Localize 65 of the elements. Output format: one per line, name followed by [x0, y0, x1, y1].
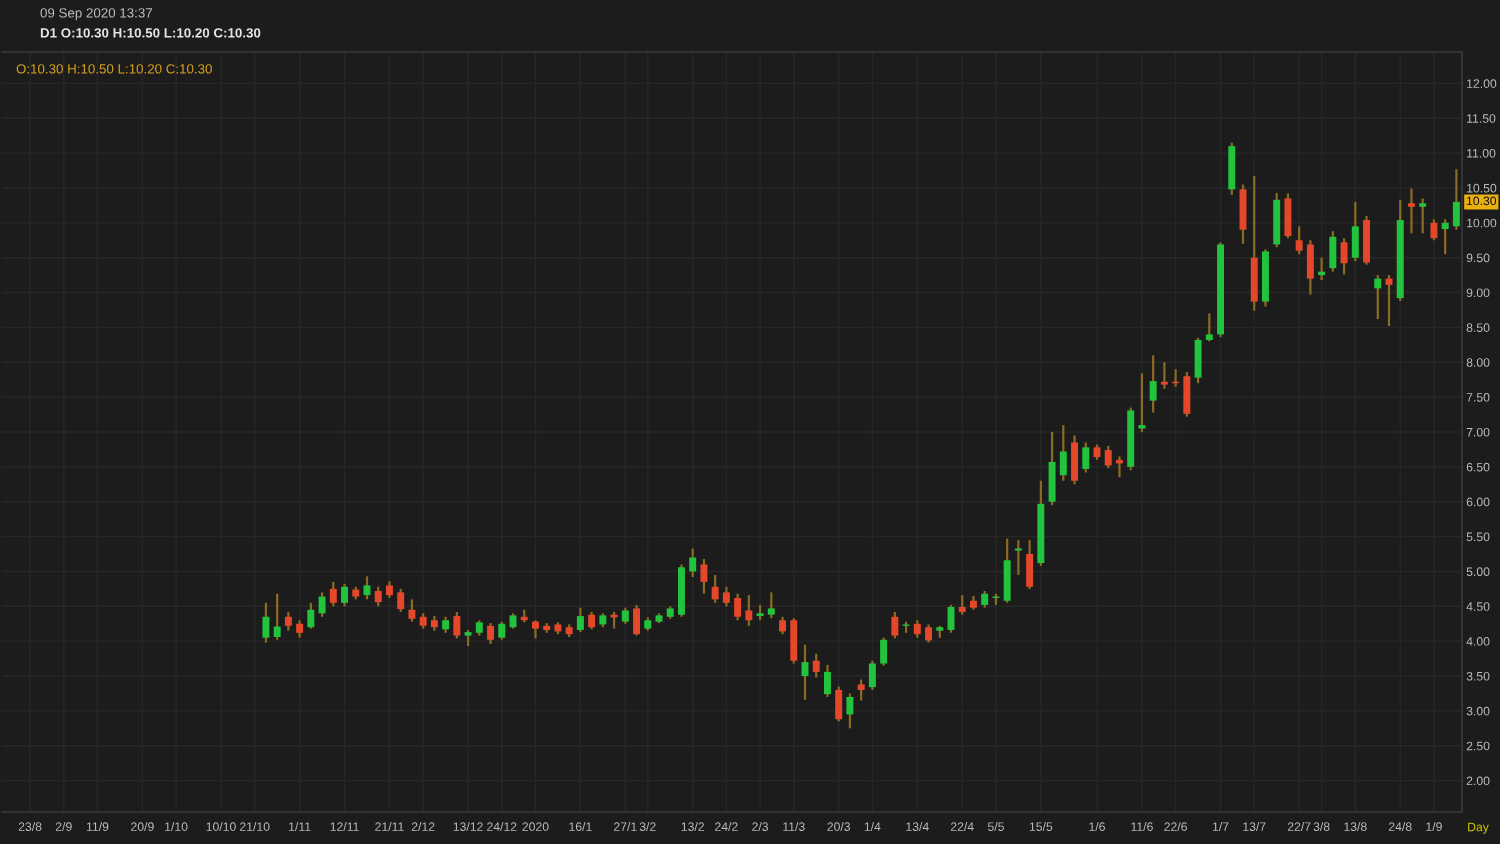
candlestick: [1407, 187, 1415, 235]
candlestick: [397, 587, 405, 613]
candlestick: [1363, 214, 1371, 266]
candlestick: [262, 601, 270, 644]
candlestick: [576, 606, 584, 634]
candlestick: [700, 557, 708, 595]
candlestick: [868, 659, 876, 692]
candlestick: [1071, 434, 1079, 486]
candlestick: [1026, 538, 1034, 590]
candlestick: [1082, 441, 1090, 474]
candlestick: [1160, 361, 1168, 390]
candlestick: [767, 591, 775, 620]
candlestick: [1441, 218, 1449, 256]
candlestick: [1228, 141, 1236, 197]
candlestick: [857, 678, 865, 702]
candlestick: [689, 547, 697, 579]
candlestick: [812, 652, 820, 679]
candlestick: [498, 620, 506, 641]
candlestick: [1250, 175, 1258, 312]
candlestick: [408, 598, 416, 623]
candlestick: [1104, 444, 1112, 470]
candlestick: [1014, 538, 1022, 577]
candlestick: [880, 636, 888, 667]
candlestick: [1430, 218, 1438, 242]
candlestick: [1003, 537, 1011, 604]
candlestick: [1284, 192, 1292, 240]
candlestick: [633, 603, 641, 637]
candlestick: [284, 610, 292, 632]
candlestick: [329, 580, 337, 608]
candlestick: [711, 573, 719, 604]
candlestick: [925, 623, 933, 644]
candlestick: [677, 563, 685, 618]
candlestick: [1419, 197, 1427, 235]
candlestick: [958, 594, 966, 616]
candlestick: [1138, 372, 1146, 434]
candlestick: [273, 592, 281, 641]
candlestick: [531, 619, 539, 640]
candlestick: [1205, 312, 1213, 343]
candlestick: [1183, 370, 1191, 418]
candlestick: [1295, 225, 1303, 256]
candlestick: [1273, 191, 1281, 249]
candlestick: [1374, 274, 1382, 321]
candlestick: [374, 585, 382, 608]
candlestick: [790, 617, 798, 665]
candlestick: [835, 685, 843, 723]
candlestick: [487, 621, 495, 646]
candlestick: [1351, 200, 1359, 263]
candlestick: [722, 585, 730, 608]
candlestick: [1194, 336, 1202, 385]
candlestick: [1340, 237, 1348, 276]
candlestick: [1059, 423, 1067, 482]
candlestick: [453, 610, 461, 640]
candlestick: [1149, 354, 1157, 414]
candlestick: [318, 591, 326, 618]
candlestick: [1048, 430, 1056, 507]
candlestick: [1329, 230, 1337, 273]
candlestick: [307, 601, 315, 630]
candlestick: [734, 592, 742, 622]
candlestick: [891, 610, 899, 640]
candlestick: [1306, 239, 1314, 296]
candlestick: [745, 594, 753, 627]
candlestick: [341, 582, 349, 608]
candlestick: [823, 663, 831, 699]
candlestick: [846, 692, 854, 730]
candlestick: [1452, 168, 1460, 231]
